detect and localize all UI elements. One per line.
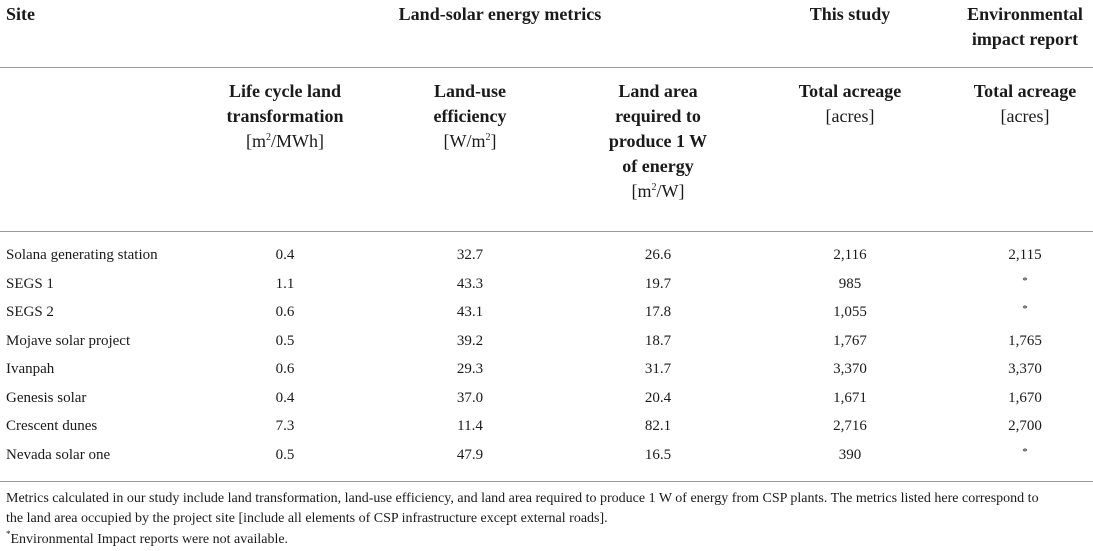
cell-report: * — [1022, 303, 1028, 315]
cell-land: 20.4 — [644, 389, 672, 406]
table-caption-line2: the land area occupied by the project si… — [6, 511, 608, 526]
cell-lclt: 0.5 — [275, 446, 295, 463]
cell-site: Genesis solar — [6, 389, 87, 406]
header-env-line1: Environmental — [967, 4, 1083, 24]
cell-lue: 47.9 — [456, 446, 484, 463]
cell-study: 390 — [838, 446, 862, 463]
header-land-solar-metrics: Land-solar energy metrics — [398, 4, 602, 24]
subheader-life-cycle-land-transformation: Life cycle land transformation [m2/MWh] — [205, 79, 365, 154]
cell-report: 2,700 — [1008, 418, 1042, 434]
cell-site: Crescent dunes — [6, 418, 98, 434]
subheader-land-use-efficiency: Land-use efficiency [W/m2] — [390, 79, 550, 154]
subheader-total-acreage-study: Total acreage [acres] — [760, 79, 940, 129]
cell-land: 26.6 — [644, 247, 672, 263]
subheader-unit: [acres] — [1000, 106, 1050, 126]
divider-bottom — [0, 481, 1093, 482]
cell-report: * — [1022, 274, 1028, 287]
header-this-study: This study — [809, 4, 891, 24]
divider-top — [0, 67, 1093, 68]
subheader-text: transformation — [226, 106, 344, 126]
cell-lue: 11.4 — [457, 418, 483, 434]
header-site: Site — [6, 4, 35, 24]
table-row: Crescent dunes 7.3 11.4 82.1 2,716 2,700 — [0, 412, 1093, 440]
table-row: Genesis solar 0.4 37.0 20.4 1,671 1,670 — [0, 384, 1093, 412]
subheader-text: efficiency — [433, 106, 507, 126]
cell-site: Ivanpah — [6, 361, 55, 377]
footnote-text: Environmental Impact reports were not av… — [10, 532, 289, 547]
subheader-text: Land area — [618, 81, 698, 101]
table-caption-line1: Metrics calculated in our study include … — [6, 491, 1039, 506]
cell-report: 1,765 — [1008, 332, 1042, 349]
cell-lclt: 0.6 — [275, 304, 295, 320]
subheader-unit: [acres] — [825, 106, 875, 126]
table-row: Nevada solar one 0.5 47.9 16.5 390 * — [0, 441, 1093, 469]
subheader-text: Land-use — [433, 81, 507, 101]
subheader-text: required to — [615, 106, 701, 126]
cell-report: 2,115 — [1008, 247, 1042, 263]
cell-lue: 43.3 — [456, 275, 484, 292]
cell-report: 1,670 — [1008, 389, 1042, 406]
cell-site: Solana generating station — [6, 247, 158, 263]
cell-land: 82.1 — [644, 418, 672, 434]
cell-report: * — [1022, 445, 1028, 458]
cell-land: 16.5 — [644, 446, 672, 463]
cell-lue: 37.0 — [456, 389, 484, 406]
table-row: Ivanpah 0.6 29.3 31.7 3,370 3,370 — [0, 355, 1093, 383]
table-row: Solana generating station 0.4 32.7 26.6 2,11… — [0, 241, 1093, 269]
cell-study: 2,716 — [833, 418, 867, 434]
cell-study: 2,116 — [833, 247, 867, 263]
divider-header-bottom — [0, 231, 1093, 232]
cell-lclt: 0.6 — [275, 361, 295, 377]
subheader-text: produce 1 W — [608, 131, 708, 151]
cell-study: 985 — [838, 275, 862, 292]
cell-study: 3,370 — [833, 361, 867, 377]
subheader-text: Total acreage — [973, 81, 1077, 101]
cell-lue: 32.7 — [456, 247, 484, 263]
subheader-text: Total acreage — [798, 81, 902, 101]
table-row: SEGS 2 0.6 43.1 17.8 1,055 * — [0, 298, 1093, 326]
cell-site: SEGS 1 — [6, 275, 54, 292]
cell-lue: 39.2 — [456, 332, 484, 349]
cell-site: Nevada solar one — [6, 446, 111, 463]
cell-site: Mojave solar project — [6, 332, 131, 349]
table-row: SEGS 1 1.1 43.3 19.7 985 * — [0, 270, 1093, 298]
table-footnote: *Environmental Impact reports were not a… — [6, 530, 1086, 549]
cell-site: SEGS 2 — [6, 304, 54, 320]
cell-study: 1,671 — [833, 389, 867, 406]
header-environmental-impact-report: Environmental impact report — [950, 2, 1093, 52]
cell-land: 17.8 — [644, 304, 672, 320]
cell-lclt: 0.4 — [275, 247, 295, 263]
subheader-unit: [m2/W] — [631, 181, 685, 201]
cell-report: 3,370 — [1008, 361, 1042, 377]
footnote-mark: * — [6, 529, 11, 539]
cell-lclt: 7.3 — [275, 418, 295, 434]
cell-lclt: 0.5 — [275, 332, 295, 349]
cell-lue: 29.3 — [456, 361, 484, 377]
cell-land: 18.7 — [644, 332, 672, 349]
subheader-total-acreage-report: Total acreage [acres] — [945, 79, 1093, 129]
header-env-line2: impact report — [971, 29, 1079, 49]
subheader-unit: [m2/MWh] — [246, 131, 324, 151]
cell-lclt: 1.1 — [275, 275, 295, 292]
cell-study: 1,767 — [833, 332, 867, 349]
cell-land: 19.7 — [644, 275, 672, 292]
cell-lclt: 0.4 — [275, 389, 295, 406]
cell-land: 31.7 — [644, 361, 672, 377]
cell-lue: 43.1 — [456, 304, 484, 320]
subheader-text: of energy — [622, 156, 694, 176]
cell-study: 1,055 — [833, 304, 867, 320]
subheader-text: Life cycle land — [229, 81, 341, 101]
subheader-unit: [W/m2] — [443, 131, 497, 151]
subheader-land-area-required: Land area required to produce 1 W of ene… — [578, 79, 738, 204]
table-row: Mojave solar project 0.5 39.2 18.7 1,767 1,76… — [0, 327, 1093, 355]
